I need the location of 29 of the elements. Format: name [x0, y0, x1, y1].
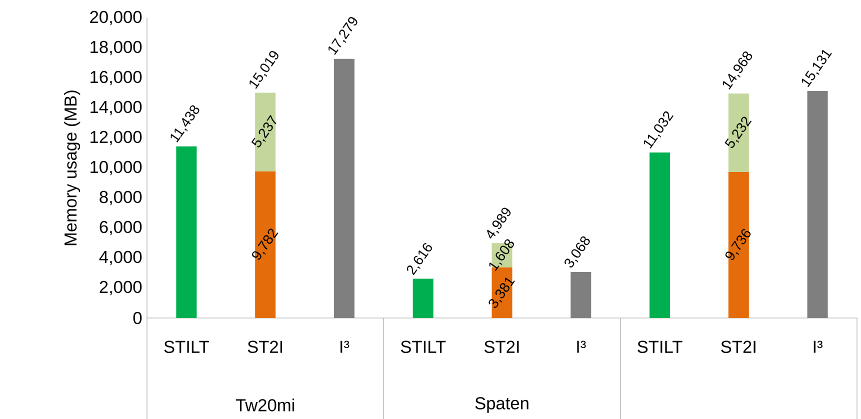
x-tick-label: STILT — [400, 340, 446, 353]
y-tick-label: 4,000 — [99, 250, 142, 266]
y-tick-label: 0 — [133, 312, 142, 324]
bar — [650, 152, 670, 318]
x-tick-label: ST2I — [248, 340, 282, 353]
bar — [176, 146, 197, 318]
x-tick-label: STILT — [164, 340, 209, 353]
y-tick-label: 14,000 — [90, 100, 142, 116]
y-axis-title: Memory usage (MB) — [64, 90, 80, 246]
y-tick-label: 6,000 — [100, 220, 142, 236]
x-tick-label: ST2I — [721, 340, 756, 353]
bar — [807, 91, 828, 318]
y-tick-label: 16,000 — [90, 70, 142, 86]
x-tick-label: I³ — [340, 340, 350, 353]
bar — [412, 278, 434, 318]
bar — [334, 58, 354, 318]
text: Spaten — [475, 397, 528, 413]
x-tick-label: ST2I — [484, 340, 519, 353]
y-tick-label: 10,000 — [90, 160, 142, 176]
y-tick-label: 20,000 — [90, 10, 142, 26]
bar — [570, 272, 592, 318]
x-tick-label: STILT — [638, 340, 682, 353]
text: Tw20mi — [236, 398, 294, 412]
x-tick-label: I³ — [577, 340, 586, 353]
x-tick-label: I³ — [814, 340, 823, 353]
y-tick-label: 12,000 — [90, 130, 142, 146]
y-tick-label: 8,000 — [100, 190, 142, 206]
y-tick-label: 18,000 — [90, 40, 142, 56]
y-tick-label: 2,000 — [100, 280, 142, 296]
